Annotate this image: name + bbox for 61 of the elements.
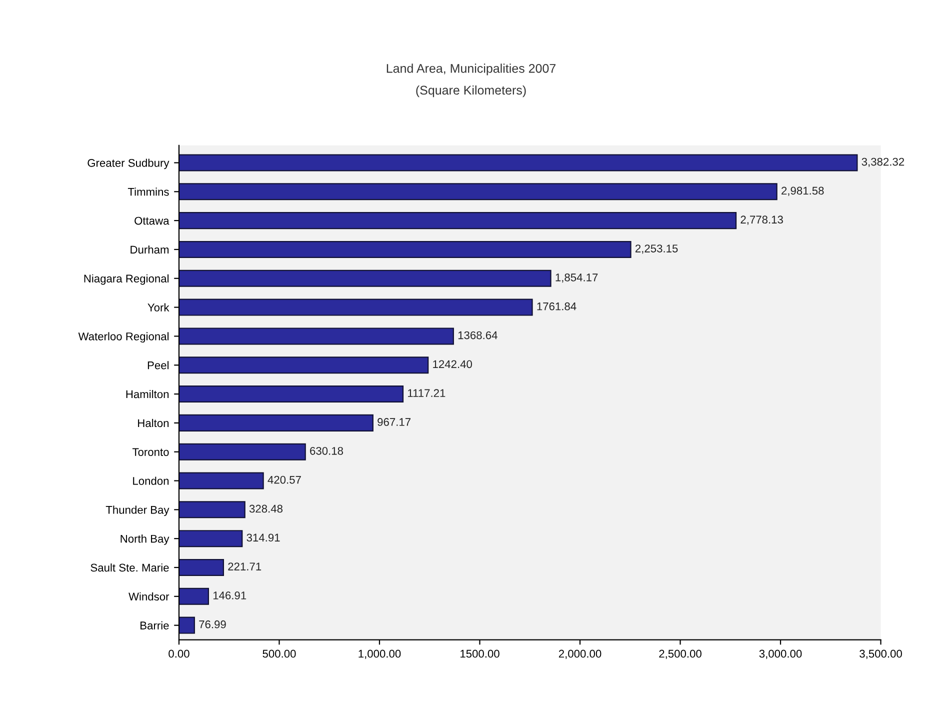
y-tick-label: Peel	[148, 361, 169, 370]
bar	[178, 240, 632, 258]
x-tick-label: 3,000.00	[759, 650, 802, 659]
data-label: 2,253.15	[635, 244, 678, 254]
x-tick-label: 1,000.00	[358, 650, 401, 659]
y-tick-label: Niagara Regional	[84, 274, 169, 285]
chart-title: Land Area, Municipalities 2007	[386, 64, 556, 76]
y-tick-label: York	[148, 303, 170, 312]
bar	[178, 616, 195, 634]
y-tick-label: Durham	[130, 245, 169, 254]
data-label: 3,382.32	[862, 158, 904, 168]
x-tick-label: 1500.00	[460, 650, 500, 658]
y-tick-label: Ottawa	[134, 216, 170, 225]
bar	[178, 558, 224, 576]
y-tick-label: Hamilton	[126, 390, 169, 398]
y-tick-label: Toronto	[132, 448, 169, 456]
bar	[178, 501, 246, 518]
x-tick-label: 3,500.00	[860, 650, 902, 659]
data-label: 314.91	[246, 534, 280, 542]
bar	[178, 154, 858, 172]
data-label: 420.57	[268, 476, 301, 484]
x-tick-label: 2,500.00	[659, 650, 702, 659]
bar	[178, 588, 209, 605]
data-label: 76.99	[199, 620, 226, 628]
y-tick-label: Barrie	[140, 621, 169, 630]
data-label: 1761.84	[537, 302, 576, 310]
bar	[178, 414, 374, 432]
data-label: 328.48	[249, 504, 283, 513]
data-label: 1117.21	[408, 389, 446, 397]
bar	[178, 270, 552, 287]
y-tick-label: Thunder Bay	[106, 506, 170, 516]
x-tick-label: 0.00	[168, 650, 190, 658]
data-label: 221.71	[228, 562, 262, 570]
y-tick-label: Sault Ste. Marie	[90, 563, 169, 572]
bar	[178, 386, 404, 403]
bar	[178, 298, 533, 316]
y-tick-label: London	[133, 476, 169, 485]
data-label: 1,854.17	[556, 274, 598, 283]
bar	[178, 328, 454, 345]
data-label: 967.17	[378, 418, 410, 426]
chart-subtitle: (Square Kilometers)	[416, 85, 526, 98]
y-tick-label: North Bay	[120, 534, 170, 545]
x-tick-label: 2,000.00	[558, 650, 602, 659]
data-label: 1242.40	[433, 360, 472, 368]
bar	[178, 183, 778, 200]
y-tick-label: Timmins	[128, 188, 169, 196]
data-label: 630.18	[310, 446, 344, 455]
data-label: 1368.64	[458, 331, 498, 340]
bar	[178, 530, 243, 548]
data-label: 2,778.13	[740, 216, 783, 225]
y-tick-label: Greater Sudbury	[88, 158, 170, 170]
bar	[178, 472, 264, 490]
y-tick-label: Waterloo Regional	[78, 332, 169, 343]
bar	[178, 356, 429, 374]
bar	[178, 443, 306, 460]
data-label: 2,981.58	[782, 186, 824, 196]
y-tick-label: Halton	[138, 418, 169, 428]
data-label: 146.91	[213, 592, 246, 600]
x-tick-label: 500.00	[262, 650, 296, 658]
bar	[178, 212, 737, 230]
y-tick-label: Windsor	[128, 592, 170, 601]
